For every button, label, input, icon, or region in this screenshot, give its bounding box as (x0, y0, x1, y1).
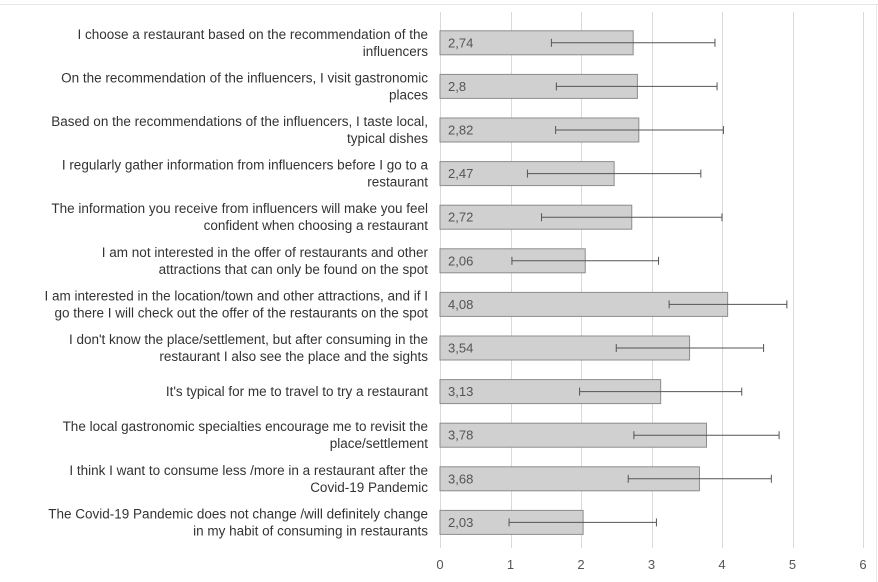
category-label: I choose a restaurant based on the recom… (78, 27, 428, 42)
category-label: I am interested in the location/town and… (45, 288, 428, 303)
error-bars (508, 38, 788, 527)
category-label: influencers (363, 44, 429, 59)
data-label: 2,8 (448, 79, 466, 94)
category-labels: I choose a restaurant based on the recom… (45, 27, 429, 539)
category-label: go there I will check out the offer of t… (55, 305, 429, 320)
data-label: 2,47 (448, 166, 473, 181)
x-tick-label: 2 (577, 557, 584, 572)
category-label: in my habit of consuming in restaurants (193, 523, 428, 538)
bars (439, 30, 729, 535)
category-label: The Covid-19 Pandemic does not change /w… (48, 506, 428, 521)
x-tick-label: 6 (859, 557, 866, 572)
category-label: On the recommendation of the influencers… (61, 70, 428, 85)
category-label: I am not interested in the offer of rest… (102, 245, 429, 260)
data-label: 2,74 (448, 35, 473, 50)
x-tick-label: 0 (436, 557, 443, 572)
category-label: I think I want to consume less /more in … (69, 463, 428, 478)
category-label: place/settlement (330, 436, 429, 451)
data-label: 2,82 (448, 123, 473, 138)
category-label: Covid-19 Pandemic (310, 480, 428, 495)
data-label: 3,13 (448, 384, 473, 399)
data-label: 2,06 (448, 253, 473, 268)
category-label: Based on the recommendations of the infl… (51, 114, 428, 129)
x-tick-label: 1 (507, 557, 514, 572)
x-tick-label: 4 (718, 557, 725, 572)
gridlines (440, 12, 864, 548)
x-axis-ticks: 0 1 2 3 4 5 6 (436, 557, 866, 572)
category-label: attractions that can only be found on th… (159, 262, 429, 277)
category-label: places (389, 87, 428, 102)
data-label: 2,72 (448, 210, 473, 225)
category-label: I don't know the place/settlement, but a… (69, 332, 428, 347)
x-tick-label: 3 (648, 557, 655, 572)
data-label: 4,08 (448, 297, 473, 312)
category-label: restaurant (367, 175, 428, 190)
category-label: I regularly gather information from infl… (62, 158, 429, 173)
data-labels: 2,74 2,8 2,82 2,47 2,72 2,06 4,08 3,54 3,13 3,78 3… (448, 35, 473, 530)
category-label: confident when choosing a restaurant (204, 218, 429, 233)
category-label: The local gastronomic specialties encour… (63, 419, 428, 434)
category-label: It's typical for me to travel to try a r… (166, 384, 428, 399)
x-tick-label: 5 (789, 557, 796, 572)
data-label: 3,54 (448, 341, 473, 356)
data-label: 3,78 (448, 428, 473, 443)
category-label: The information you receive from influen… (51, 201, 428, 216)
data-label: 3,68 (448, 471, 473, 486)
data-label: 2,03 (448, 515, 473, 530)
category-label: typical dishes (347, 131, 428, 146)
category-label: restaurant I also see the place and the … (159, 349, 428, 364)
